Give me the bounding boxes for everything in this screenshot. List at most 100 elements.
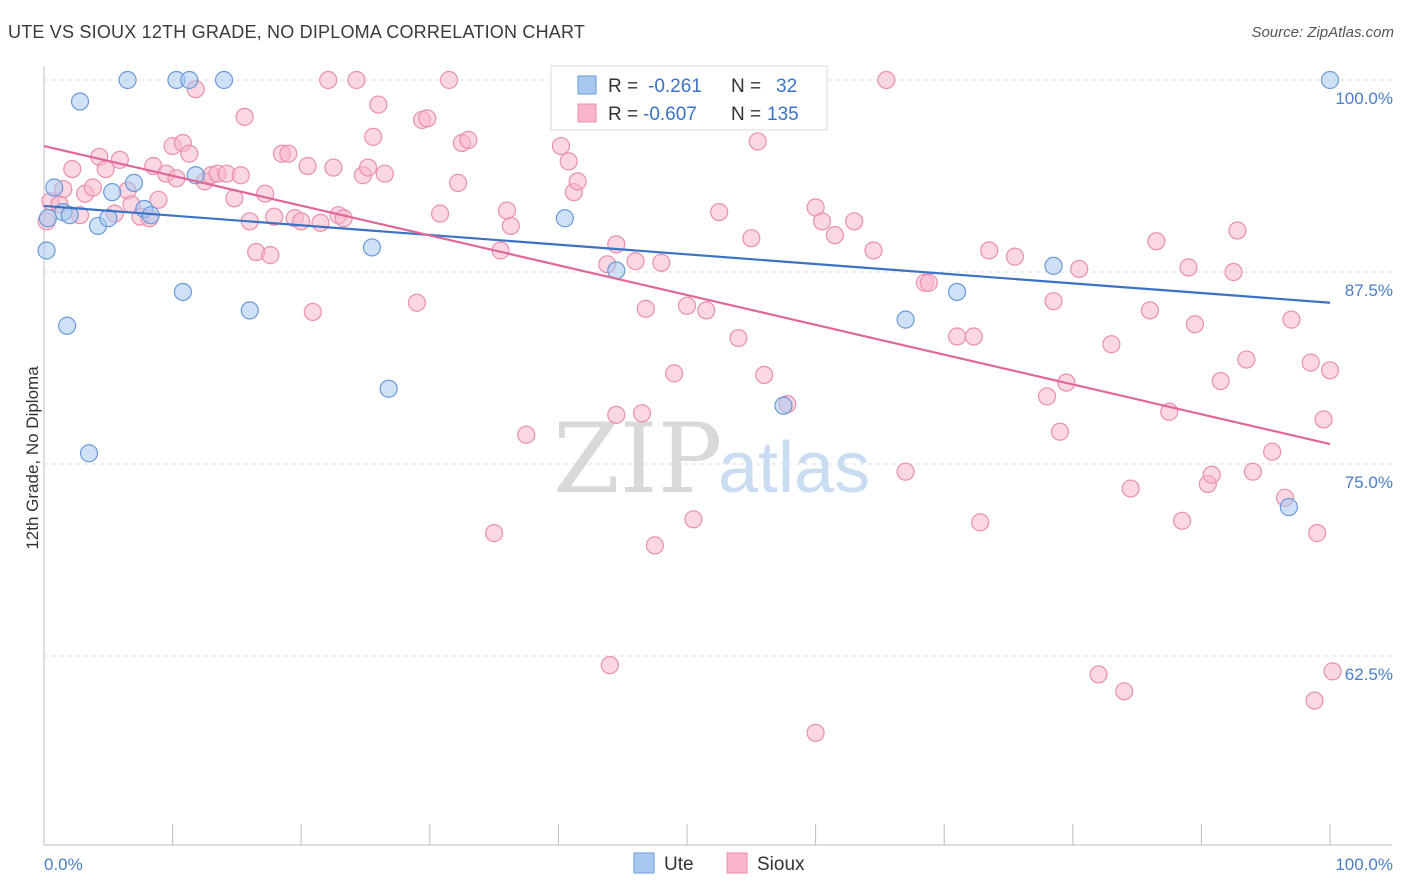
sioux-point-120 [1263,442,1282,461]
sioux-point-118 [1237,350,1256,369]
sioux-point-110 [1173,511,1192,530]
sioux-point-69 [568,172,587,191]
sioux-point-55 [418,109,437,128]
sioux-point-81 [729,328,748,348]
sioux-point-52 [375,164,394,183]
sioux-point-35 [265,207,284,226]
y-axis-title: 12th Grade, No Diploma [23,366,42,550]
ute-point-15 [180,70,199,90]
sioux-point-4 [63,159,82,179]
watermark-atlas: atlas [718,428,870,508]
grid-lines [44,79,1392,657]
ute-point-10 [124,173,144,193]
ute-point-18 [240,301,259,320]
chart-title: UTE VS SIOUX 12TH GRADE, NO DIPLOMA CORR… [8,22,586,42]
legend-n-value-sioux: 135 [767,104,799,125]
sioux-point-30 [235,107,254,126]
series-legend-swatch-ute [633,852,655,874]
ute-point-31 [60,206,79,225]
sioux-point-96 [964,327,983,346]
x-tick-label-1: 100.0% [1335,855,1393,874]
sioux-point-29 [231,166,250,185]
sioux-point-134 [626,252,645,271]
sioux-point-88 [825,226,844,245]
sioux-point-105 [1102,335,1121,354]
ute-point-9 [118,70,137,90]
legend-n-label-ute: N = [731,76,761,97]
series-legend-label-sioux: Sioux [757,854,805,875]
sioux-point-22 [180,144,199,163]
sioux-point-95 [947,327,967,346]
series-legend-label-ute: Ute [664,854,694,875]
ute-point-0 [37,241,56,260]
ute-point-3 [58,316,77,335]
watermark: ZIP atlas [553,403,870,515]
sioux-point-115 [1211,371,1230,391]
sioux-point-133 [607,405,626,424]
sioux-point-98 [980,241,999,260]
sioux-point-7 [83,178,102,197]
series-legend-swatch-sioux [726,852,748,874]
legend-r-value-ute: -0.261 [648,76,702,97]
sioux-point-51 [369,95,388,114]
sioux-point-102 [1050,422,1070,441]
ute-point-1 [45,178,64,197]
source-label: Source: ZipAtlas.com [1251,24,1394,41]
sioux-point-56 [430,204,450,223]
sioux-point-74 [645,536,664,555]
sioux-point-104 [1070,259,1089,279]
sioux-point-42 [311,213,330,232]
sioux-point-57 [439,70,459,90]
correlation-legend: R = -0.261 N = 32 R = -0.607 N = 135 [550,65,828,131]
ute-point-8 [103,183,122,202]
sioux-point-61 [485,524,504,543]
sioux-point-126 [1320,361,1340,380]
legend-r-label-sioux: R = [608,104,638,125]
sioux-point-122 [1282,310,1301,329]
sioux-point-77 [677,296,697,315]
legend-swatch-ute [577,75,597,95]
sioux-point-17 [149,190,168,209]
sioux-point-41 [303,302,322,322]
legend-r-value-sioux: -0.607 [643,104,697,125]
sioux-point-49 [358,158,378,177]
sioux-point-78 [684,510,703,529]
sioux-point-94 [919,273,938,292]
sioux-point-75 [652,253,671,272]
sioux-point-82 [742,229,761,248]
sioux-point-84 [755,365,774,385]
sioux-point-111 [1179,258,1198,277]
trend-lines [43,144,1331,446]
legend-box [550,65,828,131]
ute-point-5 [79,444,99,463]
sioux-point-132 [600,656,619,675]
sioux-point-124 [1308,524,1327,543]
x-tick-label-0: 0.0% [44,855,83,874]
y-tick-label-0: 100.0% [1335,89,1393,108]
ute-point-27 [1044,256,1063,275]
sioux-point-46 [334,209,353,228]
sioux-point-39 [292,212,311,231]
sioux-point-108 [1147,232,1166,251]
sioux-point-90 [864,241,883,260]
y-tick-label-2: 75.0% [1345,473,1393,492]
sioux-point-89 [845,212,864,231]
ute-point-29 [1320,70,1340,90]
sioux-point-119 [1243,462,1262,481]
sioux-point-107 [1140,301,1160,320]
sioux-point-76 [665,364,684,383]
sioux-point-123 [1301,353,1320,372]
sioux-point-125 [1314,410,1333,429]
sioux-point-50 [364,127,383,146]
legend-r-label-ute: R = [608,76,638,97]
sioux-point-100 [1037,387,1057,406]
sioux-point-79 [697,301,716,320]
ute-point-26 [947,282,967,302]
sioux-point-53 [407,293,427,312]
sioux-point-63 [497,201,517,220]
sioux-point-101 [1044,292,1063,311]
sioux-point-73 [636,299,655,318]
ute-point-21 [555,209,574,228]
y-tick-label-3: 62.5% [1345,665,1393,684]
